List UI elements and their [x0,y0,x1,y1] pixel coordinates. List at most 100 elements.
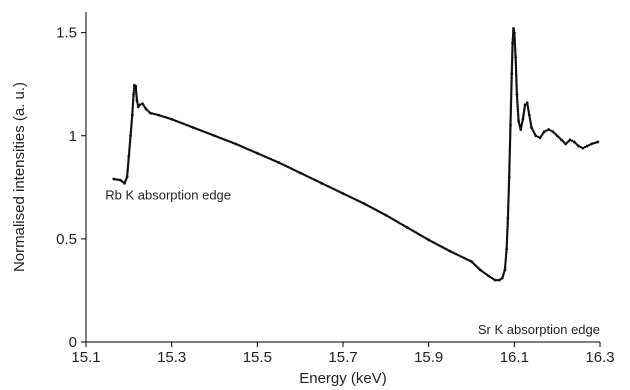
data-point [130,122,133,125]
data-point [504,254,508,258]
x-tick-label: 15.5 [243,349,272,366]
data-point [147,110,151,113]
data-point [129,129,133,132]
data-point [130,120,133,124]
data-point [131,103,135,107]
x-axis-label: Energy (keV) [299,370,387,387]
data-point [211,133,215,137]
data-point [136,103,140,107]
data-point [563,141,566,144]
data-point [504,258,507,261]
data-point [131,108,134,112]
data-point [506,218,510,222]
data-point [536,135,540,138]
y-axis-ticks: 0 0.5 1 1.5 [56,25,86,351]
data-point [126,170,129,174]
data-point [129,131,133,134]
data-point [318,181,322,184]
data-point [131,110,134,113]
data-point [127,160,130,163]
data-point [254,151,257,154]
data-point [496,278,499,282]
data-point [132,98,135,101]
data-point [127,151,131,155]
data-point [132,87,136,91]
data-point [504,260,507,263]
data-point [168,117,172,120]
data-point [126,165,130,168]
data-point [131,101,135,105]
data-point [276,160,279,164]
data-point [128,144,131,148]
data-point [595,141,598,144]
data-point [190,125,193,129]
data-point [528,115,531,119]
data-point [340,191,343,194]
data-point [505,251,508,254]
data-point [526,106,530,110]
data-point [575,143,579,146]
data-point [542,131,545,135]
data-point [129,137,132,141]
data-point [527,110,530,113]
data-point [523,105,526,108]
data-point [503,270,506,273]
data-point [521,119,524,123]
data-point [533,132,537,136]
x-tick-label: 15.9 [414,349,443,366]
data-point [361,201,365,205]
data-point [554,133,557,136]
data-point [126,163,130,167]
y-tick-label: 0.5 [56,231,77,248]
data-point [527,108,530,112]
data-point [130,125,133,129]
data-point [128,139,132,143]
data-point [514,54,517,57]
data-point [135,97,139,101]
data-point [128,141,132,144]
data-point [511,43,514,46]
data-point [504,261,507,265]
data-point [132,96,135,100]
x-tick-label: 15.7 [328,349,357,366]
data-point [468,259,472,263]
data-point [477,267,481,270]
data-point [505,249,508,253]
axes [85,12,600,343]
data-point [383,213,386,216]
y-tick-label: 0 [69,334,77,351]
data-point [126,168,129,172]
data-point [131,100,135,103]
data-point [128,148,131,151]
data-point [155,113,159,116]
data-point [499,277,503,281]
data-point [130,124,133,127]
y-axis-label: Normalised intensities (a. u.) [11,82,28,272]
data-point [132,89,136,92]
data-point [581,146,585,150]
data-point [131,107,134,110]
data-point [136,105,140,109]
data-point [545,129,548,132]
data-point [297,170,300,174]
x-axis-ticks: 15.1 15.3 15.5 15.7 15.9 16.1 16.3 [71,342,615,366]
data-point [583,145,587,149]
data-point [404,225,408,228]
data-point [126,174,129,177]
data-point [127,162,130,165]
data-point [529,122,533,126]
data-point [567,140,570,143]
data-point [585,144,589,148]
x-tick-label: 15.1 [71,349,100,366]
data-point [126,172,129,175]
data-point [130,119,134,122]
data-point [129,132,132,136]
data-point [128,146,131,149]
data-point [510,74,513,77]
data-point [529,119,532,122]
data-point [131,112,134,115]
y-tick-label: 1 [69,128,77,145]
data-point [526,103,529,106]
data-point [136,101,139,104]
